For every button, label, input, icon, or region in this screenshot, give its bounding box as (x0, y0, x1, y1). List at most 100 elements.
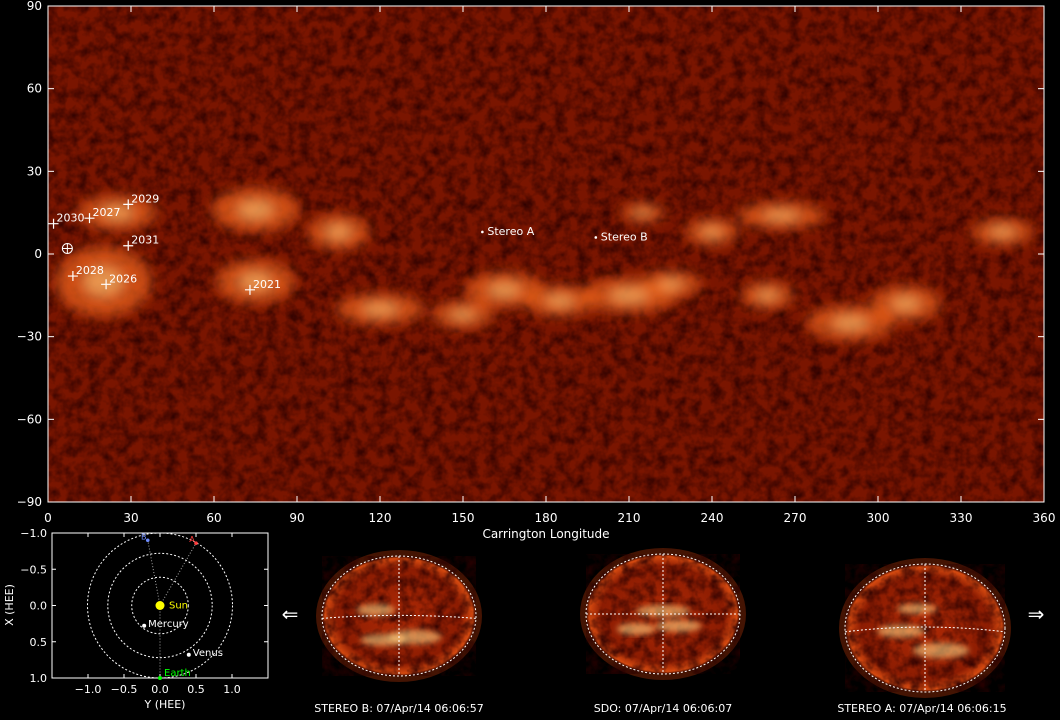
sun-spacecraft-line (147, 540, 161, 606)
bright-core (633, 209, 652, 217)
y-tick-label: 60 (27, 82, 42, 96)
y-tick-label: −30 (17, 330, 42, 344)
orbit-axis-ticks: −1.0 −0.5 0.0 0.5 1.0 −1.0 −0.5 0.0 0.5 1.0 (20, 527, 268, 696)
orbit-x-tick-label: 0.5 (187, 683, 205, 696)
disc-bright-patch (360, 634, 407, 646)
solar-discs (316, 548, 1011, 698)
x-tick-label: 0 (44, 511, 52, 525)
disc-label-sdo: SDO: 07/Apr/14 06:06:07 (594, 702, 732, 715)
x-tick-label: 330 (950, 511, 973, 525)
previous-arrow-icon[interactable]: ⇐ (282, 602, 299, 626)
next-arrow-icon[interactable]: ⇒ (1028, 602, 1045, 626)
x-tick-label: 30 (123, 511, 138, 525)
x-tick-label: 270 (784, 511, 807, 525)
bright-core (832, 315, 869, 331)
spacecraft-dot (594, 236, 598, 239)
spacecraft-label: Stereo B (601, 230, 648, 243)
x-tick-label: 240 (701, 511, 724, 525)
mercury-label: Mercury (148, 619, 189, 630)
active-region-marker (67, 271, 78, 282)
active-latitude-bands (54, 187, 1034, 341)
active-region-marker (244, 284, 255, 295)
disc-label-stereo-a: STEREO A: 07/Apr/14 06:06:15 (837, 702, 1006, 715)
spacecraft-a-dot (194, 541, 198, 545)
orbit-x-tick-label: −0.5 (111, 683, 138, 696)
disc-outline (844, 563, 1006, 693)
orbit-y-axis-label: X (HEE) (3, 584, 16, 626)
disc-bright-patch (913, 642, 969, 659)
bright-core (763, 210, 800, 221)
active-region-marker (123, 240, 134, 251)
bright-core (609, 288, 649, 303)
orbit-x-tick-label: 1.0 (223, 683, 241, 696)
map-texture (48, 6, 1044, 502)
active-region-label: 2026 (109, 272, 137, 285)
disc-bright-regions (877, 603, 969, 659)
x-tick-label: 90 (289, 511, 304, 525)
active-region-label: 2027 (93, 206, 121, 219)
spacecraft-dot (481, 230, 484, 234)
earth-dot (158, 676, 162, 680)
x-axis-label: Carrington Longitude (482, 527, 609, 541)
x-tick-label: 360 (1033, 511, 1056, 525)
spacecraft-label: Stereo A (487, 225, 534, 238)
disc-equator (321, 614, 477, 619)
solar-disc (316, 550, 482, 682)
orbit-y-tick-label: 0.0 (30, 600, 48, 613)
orbit-ring (131, 576, 189, 635)
sun-label: Sun (169, 601, 188, 612)
bright-core (362, 302, 398, 316)
orbit-ring (107, 552, 213, 659)
x-tick-label: 300 (867, 511, 890, 525)
bright-core (891, 296, 921, 311)
orbit-y-tick-label: −1.0 (20, 527, 47, 540)
active-region-label: 2030 (57, 212, 85, 225)
bright-core (657, 278, 684, 290)
disc-bright-patch (616, 623, 656, 635)
orbit-plot: −1.0 −0.5 0.0 0.5 1.0 −1.0 −0.5 0.0 0.5 1.0 Sun Me… (3, 527, 269, 711)
bright-core (83, 267, 124, 296)
y-tick-label: −60 (17, 412, 42, 426)
y-axis-ticks: 90 60 30 0 −30 −60 −90 (17, 0, 1044, 509)
orbit-x-tick-label: −1.0 (75, 683, 102, 696)
bright-core (545, 294, 575, 308)
active-region-label: 2029 (131, 192, 159, 205)
disc-bright-patch (655, 620, 702, 632)
earth-label: Earth (164, 668, 191, 679)
carrington-map: 0 30 60 90 120 150 180 210 240 270 300 330 360 90 60 3… (17, 0, 1056, 541)
y-tick-label: 90 (27, 0, 42, 13)
orbit-x-axis-label: Y (HEE) (144, 698, 186, 711)
x-tick-label: 210 (618, 511, 641, 525)
spacecraft-b-dot (145, 538, 150, 543)
bright-core (237, 200, 274, 219)
active-region-label: 2028 (76, 264, 104, 277)
y-tick-label: 30 (27, 164, 42, 178)
disc-label-stereo-b: STEREO B: 07/Apr/14 06:06:57 (314, 702, 484, 715)
active-region-label: 2021 (253, 278, 281, 291)
solar-disc (839, 558, 1011, 698)
bright-core (756, 289, 779, 301)
x-tick-label: 180 (535, 511, 558, 525)
x-tick-label: 60 (206, 511, 221, 525)
orbit-y-tick-label: −0.5 (20, 563, 47, 576)
disc-bright-regions (356, 604, 442, 646)
venus-dot (186, 652, 191, 657)
solar-disc (580, 548, 746, 680)
bright-core (701, 226, 723, 238)
orbit-x-tick-label: 0.0 (151, 683, 169, 696)
disc-bright-patch (897, 603, 937, 614)
sun-dot (155, 601, 165, 610)
spacecraft-a-label: A (189, 535, 195, 544)
active-region-marker (123, 199, 134, 210)
spacecraft-b-label: B (141, 532, 147, 541)
y-tick-label: −90 (17, 495, 42, 509)
bright-core (450, 309, 476, 321)
bright-core (989, 226, 1016, 238)
bright-core (100, 205, 134, 220)
bright-core (325, 224, 352, 240)
mercury-dot (142, 623, 147, 628)
x-tick-label: 120 (369, 511, 392, 525)
orbit-y-tick-label: 0.5 (30, 636, 48, 649)
x-tick-label: 150 (452, 511, 475, 525)
